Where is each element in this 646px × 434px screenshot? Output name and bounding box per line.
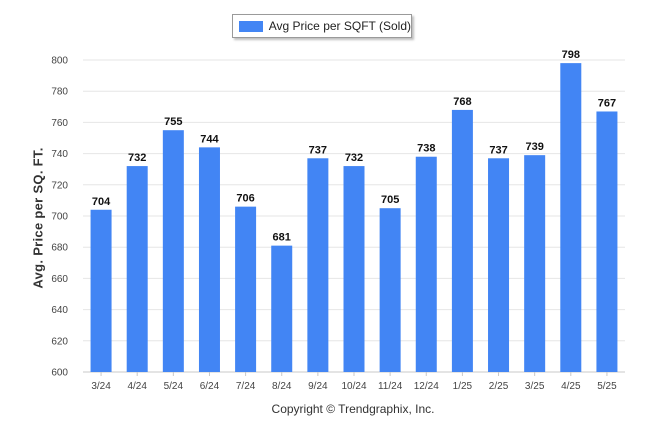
x-tick-label: 1/25	[453, 381, 473, 392]
data-label: 737	[489, 144, 507, 156]
bar	[162, 130, 184, 372]
y-tick-label: 640	[51, 305, 68, 316]
legend-label: Avg Price per SQFT (Sold)	[268, 19, 411, 33]
bar	[596, 111, 618, 372]
x-tick-label: 9/24	[308, 381, 328, 392]
bar	[560, 63, 582, 373]
y-tick-label: 760	[51, 118, 68, 129]
x-tick-label: 6/24	[200, 381, 220, 392]
bar	[488, 158, 510, 372]
x-tick-label: 12/24	[414, 381, 439, 392]
x-tick-label: 10/24	[341, 381, 366, 392]
x-tick-label: 5/24	[164, 381, 184, 392]
data-label: 704	[92, 196, 111, 208]
y-tick-label: 600	[51, 368, 68, 379]
data-label: 705	[381, 194, 399, 206]
y-tick-label: 700	[51, 212, 68, 223]
data-label: 767	[598, 97, 616, 109]
bar	[90, 209, 112, 372]
legend: Avg Price per SQFT (Sold)	[232, 14, 412, 38]
y-tick-label: 800	[51, 56, 68, 67]
bar	[524, 155, 546, 372]
data-label: 732	[128, 152, 146, 164]
x-tick-label: 4/24	[127, 381, 147, 392]
bar	[415, 156, 437, 372]
copyright-text: Copyright © Trendgraphix, Inc.	[271, 402, 435, 416]
data-label: 768	[453, 96, 471, 108]
x-tick-label: 11/24	[378, 381, 403, 392]
bar	[379, 208, 401, 372]
data-label: 706	[236, 193, 254, 205]
y-tick-label: 660	[51, 274, 68, 285]
x-tick-label: 3/25	[525, 381, 545, 392]
x-tick-label: 4/25	[561, 381, 581, 392]
x-tick-label: 5/25	[597, 381, 617, 392]
bar	[235, 206, 257, 372]
x-tick-label: 3/24	[91, 381, 111, 392]
x-tick-label: 7/24	[236, 381, 256, 392]
data-label: 798	[562, 49, 580, 61]
data-label: 744	[200, 133, 219, 145]
data-label: 681	[273, 232, 291, 244]
x-tick-label: 8/24	[272, 381, 292, 392]
y-tick-label: 620	[51, 336, 68, 347]
data-label: 739	[525, 141, 543, 153]
data-label: 738	[417, 143, 435, 155]
legend-swatch	[239, 20, 263, 32]
x-tick-label: 2/25	[489, 381, 509, 392]
bar	[271, 245, 293, 372]
bar	[451, 109, 473, 373]
data-label: 732	[345, 152, 363, 164]
bar	[126, 166, 148, 372]
bar	[343, 166, 365, 372]
bar	[307, 158, 329, 372]
bar	[198, 147, 220, 372]
y-tick-label: 720	[51, 180, 68, 191]
y-tick-label: 780	[51, 87, 68, 98]
y-tick-label: 680	[51, 243, 68, 254]
data-label: 755	[164, 116, 182, 128]
y-tick-label: 740	[51, 149, 68, 160]
data-label: 737	[309, 144, 327, 156]
